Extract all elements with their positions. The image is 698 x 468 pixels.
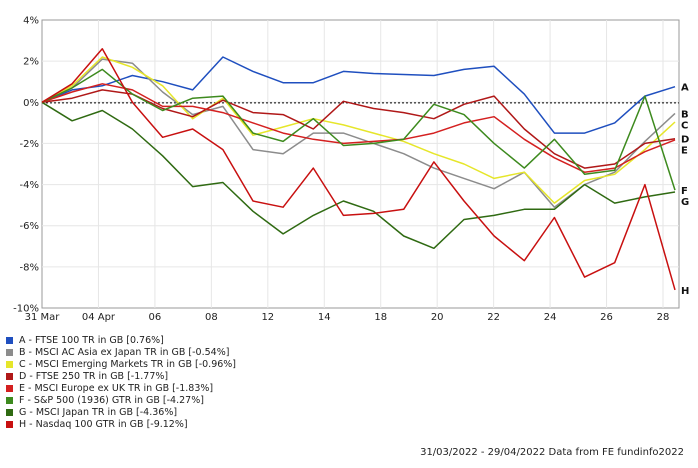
chart: 4% 2% 0% -2% -4% -6% -8% -10% 31 Mar 04 Apr 06 08 1… bbox=[13, 16, 689, 324]
legend-item-d: D - FTSE 250 TR in GB [-1.77%] bbox=[6, 370, 236, 382]
end-label-b: B bbox=[681, 109, 689, 120]
legend-label: E - MSCI Europe ex UK TR in GB [-1.83%] bbox=[19, 382, 214, 394]
x-tick-label: 31 Mar bbox=[25, 312, 61, 323]
end-label-a: A bbox=[681, 83, 689, 94]
end-label-c: C bbox=[681, 120, 688, 131]
legend-label: B - MSCI AC Asia ex Japan TR in GB [-0.5… bbox=[19, 346, 230, 358]
legend-swatch bbox=[6, 384, 13, 392]
legend-item-e: E - MSCI Europe ex UK TR in GB [-1.83%] bbox=[6, 382, 236, 394]
series-line-g bbox=[41, 101, 676, 250]
legend-item-f: F - S&P 500 (1936) GTR in GB [-4.27%] bbox=[6, 394, 236, 406]
legend-item-g: G - MSCI Japan TR in GB [-4.36%] bbox=[6, 406, 236, 418]
x-tick-label: 04 Apr bbox=[82, 312, 116, 323]
legend-label: A - FTSE 100 TR in GB [0.76%] bbox=[19, 334, 164, 346]
legend-label: F - S&P 500 (1936) GTR in GB [-4.27%] bbox=[19, 394, 204, 406]
legend-label: H - Nasdaq 100 GTR in GB [-9.12%] bbox=[19, 418, 188, 430]
x-tick-label: 08 bbox=[205, 312, 218, 323]
series-line-d bbox=[41, 89, 676, 169]
end-label-e: E bbox=[681, 146, 688, 157]
series-line-e bbox=[41, 83, 676, 173]
x-tick-label: 20 bbox=[431, 312, 444, 323]
legend-item-a: A - FTSE 100 TR in GB [0.76%] bbox=[6, 334, 236, 346]
end-label-f: F bbox=[681, 186, 688, 197]
y-axis-ticks: 4% 2% 0% -2% -4% -6% -8% -10% bbox=[13, 16, 39, 315]
x-tick-label: 18 bbox=[374, 312, 387, 323]
legend-swatch bbox=[6, 396, 13, 404]
legend-swatch bbox=[6, 360, 13, 368]
series-line-f bbox=[41, 68, 676, 191]
end-label-g: G bbox=[681, 197, 689, 208]
x-tick-label: 28 bbox=[657, 312, 670, 323]
y-tick-label: 0% bbox=[23, 98, 39, 109]
x-axis-ticks: 31 Mar 04 Apr 06 08 12 14 18 20 22 24 26 28 bbox=[25, 312, 670, 323]
legend-item-c: C - MSCI Emerging Markets TR in GB [-0.9… bbox=[6, 358, 236, 370]
legend-swatch bbox=[6, 420, 13, 428]
x-tick-label: 24 bbox=[544, 312, 557, 323]
x-tick-label: 22 bbox=[487, 312, 500, 323]
footer-note: 31/03/2022 - 29/04/2022 Data from FE fun… bbox=[420, 447, 684, 458]
legend-swatch bbox=[6, 372, 13, 380]
series-line-c bbox=[41, 56, 676, 204]
y-tick-label: -6% bbox=[20, 221, 39, 232]
legend-label: D - FTSE 250 TR in GB [-1.77%] bbox=[19, 370, 169, 382]
legend-label: C - MSCI Emerging Markets TR in GB [-0.9… bbox=[19, 358, 237, 370]
x-tick-label: 06 bbox=[149, 312, 162, 323]
legend-swatch bbox=[6, 408, 13, 416]
series-lines bbox=[41, 48, 676, 291]
y-tick-label: -4% bbox=[20, 180, 39, 191]
end-label-h: H bbox=[681, 286, 689, 297]
y-tick-label: -2% bbox=[20, 139, 39, 150]
series-line-b bbox=[41, 58, 676, 208]
x-tick-label: 12 bbox=[261, 312, 274, 323]
legend-item-b: B - MSCI AC Asia ex Japan TR in GB [-0.5… bbox=[6, 346, 236, 358]
legend-swatch bbox=[6, 348, 13, 356]
y-tick-label: -10% bbox=[13, 304, 39, 315]
series-line-h bbox=[41, 48, 676, 291]
x-tick-label: 26 bbox=[600, 312, 613, 323]
y-tick-label: 4% bbox=[23, 16, 39, 27]
x-tick-label: 14 bbox=[318, 312, 331, 323]
end-label-d: D bbox=[681, 135, 689, 146]
y-tick-label: -8% bbox=[20, 262, 39, 273]
legend-label: G - MSCI Japan TR in GB [-4.36%] bbox=[19, 406, 178, 418]
legend: A - FTSE 100 TR in GB [0.76%] B - MSCI AC… bbox=[6, 334, 236, 430]
legend-swatch bbox=[6, 336, 13, 344]
legend-item-h: H - Nasdaq 100 GTR in GB [-9.12%] bbox=[6, 418, 236, 430]
y-tick-label: 2% bbox=[23, 57, 39, 68]
plot-area bbox=[41, 19, 680, 309]
